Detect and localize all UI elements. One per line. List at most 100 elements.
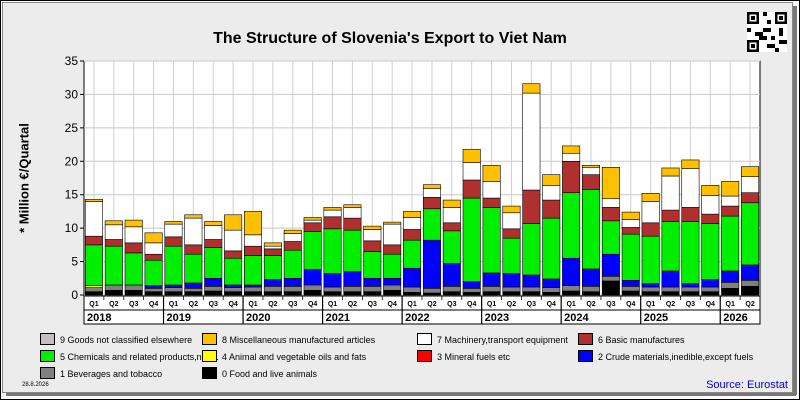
bar-segment-s7-q9 xyxy=(263,245,282,250)
x-tick-label: Q2 xyxy=(745,301,754,308)
bar-segment-s1-q30 xyxy=(681,286,700,292)
x-tick-label: Q4 xyxy=(706,301,715,308)
year-label: 2024 xyxy=(564,312,589,324)
x-tick-label: Q2 xyxy=(189,301,198,308)
bar-segment-s8-q17 xyxy=(422,184,441,189)
bar-segment-s2-q29 xyxy=(661,270,680,288)
bar-segment-s0-q8 xyxy=(244,291,262,296)
bar-segment-s7-q15 xyxy=(383,223,402,246)
bar-segment-s5-q27 xyxy=(621,233,640,281)
x-tick-label: Q2 xyxy=(109,301,118,308)
bar-segment-s8-q28 xyxy=(641,193,660,202)
bar-segment-s1-q1 xyxy=(104,284,123,291)
bar-segment-s2-q33 xyxy=(741,264,760,281)
bar-segment-s6-q4 xyxy=(164,236,183,247)
date-stamp: 28.8.2026 xyxy=(22,382,49,388)
year-label: 2022 xyxy=(405,312,429,324)
legend-item: 5 Chemicals and related products,n.e.s. xyxy=(40,350,219,363)
bar-segment-s5-q30 xyxy=(681,221,700,284)
bar-segment-s7-q6 xyxy=(204,225,223,240)
x-tick-label: Q3 xyxy=(527,301,536,308)
bar-segment-s2-q8 xyxy=(244,284,262,288)
bar-segment-s1-q14 xyxy=(363,286,382,292)
bar-segment-s0-q9 xyxy=(263,291,282,296)
x-tick-label: Q1 xyxy=(328,301,337,308)
bar-segment-s0-q31 xyxy=(701,291,720,296)
bar-segment-s5-q15 xyxy=(383,253,402,279)
legend-swatch xyxy=(202,367,217,379)
bar-segment-s0-q29 xyxy=(661,291,680,296)
bar-segment-s5-q33 xyxy=(741,202,760,266)
legend-swatch xyxy=(417,350,432,362)
legend-item: 8 Miscellaneous manufactured articles xyxy=(202,333,375,346)
bar-segment-s1-q25 xyxy=(582,286,600,292)
bar-segment-s5-q10 xyxy=(283,249,302,279)
bar-segment-s7-q26 xyxy=(601,198,620,208)
bar-segment-s7-q30 xyxy=(681,168,700,208)
qr-code-icon xyxy=(747,12,787,52)
bar-segment-s1-q2 xyxy=(124,284,143,291)
bar-segment-s2-q10 xyxy=(283,277,302,287)
bar-segment-s0-q22 xyxy=(522,291,541,296)
y-tick-label: 5 xyxy=(71,255,78,269)
bar-segment-s8-q3 xyxy=(144,232,163,244)
frame-shadow-right xyxy=(793,6,797,395)
bar-segment-s1-q27 xyxy=(621,286,640,292)
bar-segment-s7-q21 xyxy=(502,212,521,230)
chart-title: The Structure of Slovenia's Export to Vi… xyxy=(213,30,567,47)
year-label: 2023 xyxy=(485,312,509,324)
bar-segment-s8-q24 xyxy=(562,145,581,154)
bar-segment-s5-q25 xyxy=(582,189,600,270)
bar-segment-s5-q0 xyxy=(84,244,103,286)
bar-segment-s5-q11 xyxy=(303,231,322,270)
x-tick-label: Q1 xyxy=(566,301,575,308)
bar-segment-s0-q0 xyxy=(84,291,103,296)
bar-segment-s0-q25 xyxy=(582,291,600,296)
bar-segment-s2-q19 xyxy=(462,281,481,289)
bar-segment-s8-q30 xyxy=(681,159,700,169)
x-tick-label: Q3 xyxy=(447,301,456,308)
bar-segment-s8-q4 xyxy=(164,221,183,225)
bar-segment-s2-q24 xyxy=(562,257,581,286)
y-tick-label: 30 xyxy=(65,87,79,101)
bar-segment-s2-q31 xyxy=(701,279,720,288)
x-tick-label: Q2 xyxy=(348,301,357,308)
bar-segment-s7-q31 xyxy=(701,195,720,215)
bar-segment-s7-q20 xyxy=(482,181,501,199)
bar-segment-s1-q22 xyxy=(522,286,541,292)
legend-label: 6 Basic manufactures xyxy=(598,335,685,345)
bar-segment-s8-q15 xyxy=(383,221,402,225)
bar-segment-s1-q20 xyxy=(482,286,501,292)
bar-segment-s5-q4 xyxy=(164,245,183,286)
bar-segment-s7-q4 xyxy=(164,223,183,238)
bar-segment-s1-q33 xyxy=(741,279,760,287)
bar-segment-s7-q33 xyxy=(741,176,760,194)
bar-segment-s5-q26 xyxy=(601,220,620,255)
bar-segment-s7-q17 xyxy=(422,188,441,198)
bar-segment-s6-q16 xyxy=(403,229,422,241)
bar-segment-s8-q11 xyxy=(303,217,322,221)
bar-segment-s7-q3 xyxy=(144,242,163,255)
bar-segment-s8-q18 xyxy=(442,199,461,208)
legend-item: 7 Machinery,transport equipment xyxy=(417,333,568,346)
x-tick-label: Q3 xyxy=(686,301,695,308)
bar-segment-s0-q23 xyxy=(542,292,561,296)
bar-segment-s5-q19 xyxy=(462,197,481,282)
bar-segment-s1-q3 xyxy=(144,288,163,292)
bar-segment-s5-q29 xyxy=(661,221,680,272)
legend-swatch xyxy=(578,333,593,345)
bar-segment-s7-q0 xyxy=(84,201,103,237)
bar-segment-s1-q18 xyxy=(442,286,461,292)
bar-segment-s5-q20 xyxy=(482,207,501,274)
bar-segment-s1-q7 xyxy=(224,287,243,292)
x-tick-label: Q4 xyxy=(308,301,317,308)
bar-segment-s1-q16 xyxy=(403,286,422,293)
bar-segment-s6-q2 xyxy=(124,242,143,254)
bar-segment-s6-q21 xyxy=(502,228,521,239)
bar-segment-s6-q13 xyxy=(343,217,362,231)
legend-label: 2 Crude materials,inedible,except fuels xyxy=(598,352,754,362)
legend-item: 1 Beverages and tobacco xyxy=(40,367,162,380)
x-tick-label: Q3 xyxy=(606,301,615,308)
bar-segment-s5-q28 xyxy=(641,235,660,284)
x-tick-label: Q1 xyxy=(646,301,655,308)
